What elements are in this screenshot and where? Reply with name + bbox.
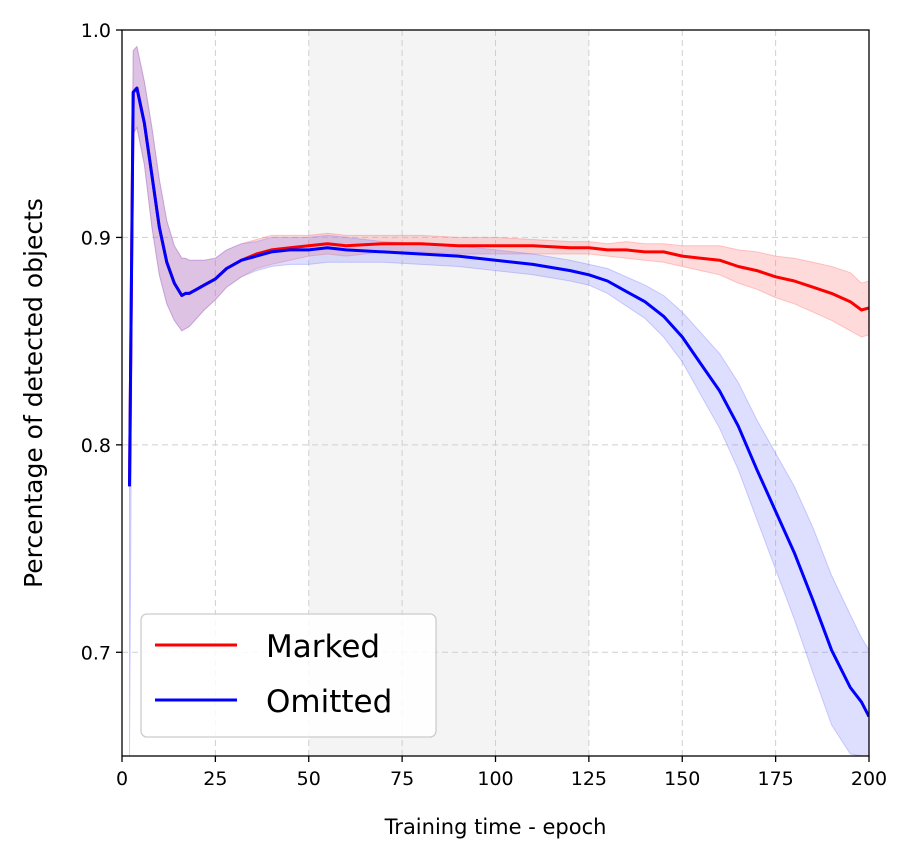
x-axis-label: Training time - epoch	[384, 815, 607, 839]
y-axis-label: Percentage of detected objects	[19, 198, 48, 588]
x-tick-label: 0	[116, 768, 128, 790]
x-tick-label: 200	[851, 768, 887, 790]
x-tick-label: 125	[571, 768, 607, 790]
y-tick-label: 0.9	[81, 227, 111, 249]
y-tick-label: 1.0	[81, 20, 111, 42]
y-tick-label: 0.8	[81, 435, 111, 457]
series-line-layer	[128, 86, 869, 718]
x-tick-label: 50	[297, 768, 321, 790]
omitted-confidence-band	[129, 45, 869, 756]
axis-ticks-layer: 0 25 50 75 100 125 150 175 200 0.7 0.8 0.9 1.0	[81, 20, 887, 790]
x-tick-label: 100	[477, 768, 513, 790]
legend: Marked Omitted	[140, 613, 437, 738]
x-tick-label: 25	[203, 768, 227, 790]
omitted-series-line	[128, 86, 869, 718]
x-tick-label: 75	[390, 768, 414, 790]
legend-omitted-label: Omitted	[266, 684, 392, 720]
y-tick-label: 0.7	[81, 642, 111, 664]
x-tick-label: 150	[664, 768, 700, 790]
legend-marked-label: Marked	[266, 629, 380, 665]
marked-confidence-band	[129, 45, 869, 487]
confidence-band-layer	[129, 45, 869, 756]
x-tick-label: 175	[757, 768, 793, 790]
